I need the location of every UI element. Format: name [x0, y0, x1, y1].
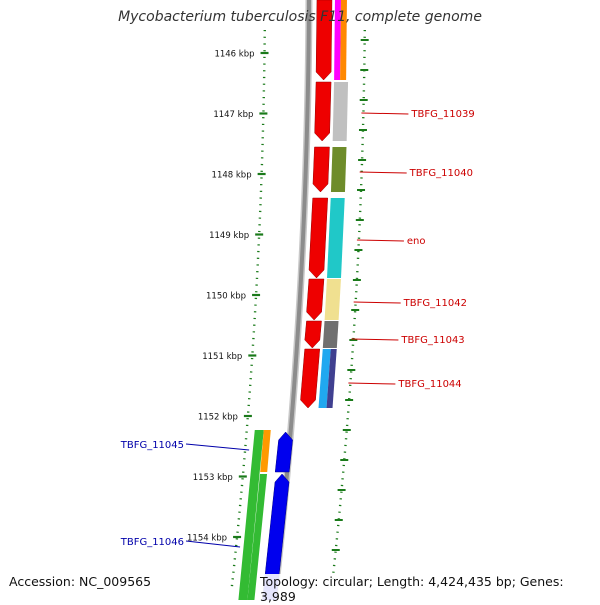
map-title: Mycobacterium tuberculosis F11, complete… [118, 9, 482, 25]
gene-block-TBFG_11040 [330, 147, 347, 192]
accession-label: Accession: NC_009565 [9, 574, 152, 589]
gene-label-TBFG_11039: TBFG_11039 [410, 109, 474, 120]
gene-label-TBFG_11042: TBFG_11042 [403, 298, 467, 309]
gene-leader-line [185, 443, 250, 451]
position-ruler: 1146 kbp 1147 kbp 1148 kbp 1149 kbp 1150 kbp… [187, 29, 369, 591]
cds-arrow-forward [308, 197, 328, 279]
cds-arrow-forward [306, 278, 325, 321]
gene-leader-line [356, 239, 404, 242]
gene-leader-line [361, 112, 409, 115]
gene-block-TBFG_11045 [238, 430, 264, 600]
cds-arrow-forward [315, 0, 333, 81]
gene-leader-line [351, 338, 399, 341]
gene-block-TBFG_11042 [324, 279, 341, 320]
ruler-label: 1146 kbp [214, 50, 254, 60]
ruler-label: 1153 kbp [193, 473, 233, 483]
gene-block-TBFG_11045-b [260, 430, 271, 472]
ruler-label: 1154 kbp [187, 534, 227, 544]
gene-label-TBFG_11045: TBFG_11045 [120, 440, 184, 451]
gene-label-TBFG_11044: TBFG_11044 [397, 379, 461, 390]
ruler-label: 1150 kbp [206, 292, 246, 302]
gene-block-top-a [334, 0, 341, 80]
gene-label-TBFG_11040: TBFG_11040 [409, 168, 473, 179]
gene-label-TBFG_11046: TBFG_11046 [120, 537, 184, 548]
cds-arrow-forward [312, 146, 330, 193]
gene-block-eno [327, 198, 345, 278]
gene-leader-line [185, 540, 241, 548]
cds-arrow-forward [300, 348, 321, 409]
gene-leader-line [353, 301, 401, 304]
gene-label-eno: eno [407, 236, 426, 247]
cds-arrow-forward [314, 81, 332, 142]
gene-block-top-b [340, 0, 347, 80]
ruler-label: 1151 kbp [202, 352, 242, 362]
cds-arrow-reverse [274, 431, 293, 473]
gene-leader-line [348, 382, 396, 385]
ruler-label: 1152 kbp [198, 413, 238, 423]
cds-arrow-forward [304, 320, 322, 349]
gene-block-TBFG_11043 [322, 321, 339, 348]
gene-block-TBFG_11039 [332, 82, 349, 141]
topology-label: Topology: circular; Length: 4,424,435 bp… [258, 574, 600, 604]
gene-block-TBFG_11044 [318, 349, 331, 408]
ruler-label: 1149 kbp [209, 231, 249, 241]
gene-block-TBFG_11044-b [326, 349, 337, 408]
gene-label-TBFG_11043: TBFG_11043 [400, 335, 464, 346]
gene-block-TBFG_11046 [247, 474, 268, 600]
ruler-label: 1147 kbp [213, 110, 253, 120]
gene-leader-line [359, 171, 407, 174]
gene-features [238, 0, 349, 601]
ruler-label: 1148 kbp [212, 171, 252, 181]
